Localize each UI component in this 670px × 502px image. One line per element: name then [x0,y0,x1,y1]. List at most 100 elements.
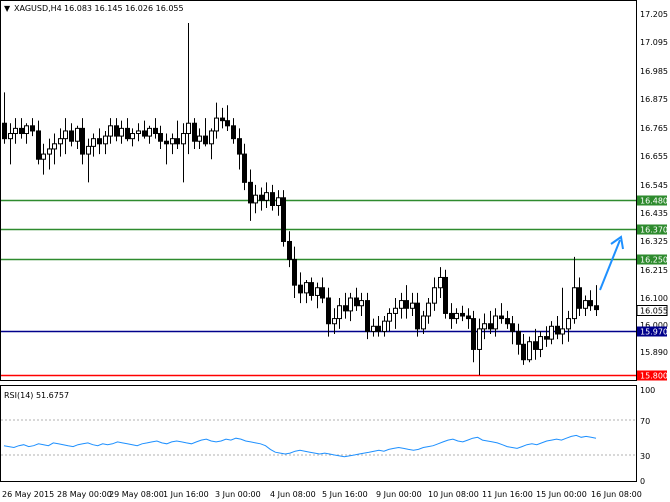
candle [426,298,431,324]
time-axis: 26 May 2015 28 May 00:00 29 May 08:00 1 … [2,490,642,499]
time-tick: 28 May 00:00 [57,490,112,499]
level-tag-label: 16.370 [640,226,668,235]
level-tag [637,254,667,265]
candle [337,298,342,329]
candle [466,308,471,329]
candle [80,118,85,165]
level-tag-label: 15.970 [640,328,668,337]
candle [2,92,7,144]
price-tick: 16.875 [640,95,668,104]
candle [477,318,482,376]
time-tick: 26 May 2015 [2,490,54,499]
candle [505,310,510,329]
candle [225,105,230,131]
candle [52,133,57,165]
candle [119,120,124,144]
rsi-label: RSI(14) 51.6757 [4,391,69,400]
candle [326,287,331,337]
candle [136,123,141,142]
candle [365,292,370,340]
candle [242,143,247,191]
candle [493,308,498,337]
price-tick: 15.890 [640,348,668,357]
candle [19,118,24,139]
candle [415,292,420,337]
candle [63,118,68,155]
level-tag [637,224,667,235]
price-axis: 17.205 17.095 16.985 16.875 16.765 16.65… [640,10,668,357]
candle [594,285,599,317]
candle [577,277,582,317]
candle [538,331,543,358]
candle [555,316,560,340]
candle [237,128,242,170]
candle [572,256,577,324]
candle [153,118,158,139]
main-pane-frame [0,0,637,381]
ohlc-readout: 16.083 16.145 16.026 16.055 [64,4,184,13]
candle [276,190,281,216]
candle [410,292,415,317]
candle [544,326,549,347]
symbol-menu-icon[interactable]: ▼ [4,4,11,13]
candle [209,128,214,160]
candle [315,282,320,309]
candle [158,125,163,149]
level-tag [637,370,667,381]
candle [533,328,538,360]
rsi-tick: 70 [640,417,650,426]
candle [292,246,297,299]
level-tag [637,326,667,337]
candle [125,118,130,142]
price-tick: 17.205 [640,10,668,19]
level-tag-label: 15.800 [640,372,668,381]
candle [47,138,52,170]
candle [521,334,526,365]
candle [320,277,325,304]
forecast-arrow[interactable] [599,235,624,291]
candle [13,118,18,144]
candle [181,123,186,183]
candle [142,120,147,139]
candle [91,133,96,157]
candle [309,277,314,301]
candle [510,316,515,345]
candle [287,231,292,268]
candle [164,133,169,165]
candle [192,118,197,149]
candle [248,169,253,221]
rsi-tick: 0 [640,477,645,486]
candle [583,295,588,317]
level-tag [637,195,667,206]
horizontal-levels [1,199,636,377]
candle [516,323,521,355]
time-tick: 11 Jun 16:00 [482,490,533,499]
candle [359,292,364,317]
price-tick: 16.100 [640,294,668,303]
candle [393,298,398,329]
current-price-tag [636,305,668,316]
rsi-tick: 30 [640,452,650,461]
candle [499,303,504,324]
price-tick: 16.325 [640,237,668,246]
candle [231,118,236,144]
candle [197,128,202,149]
time-tick: 29 May 08:00 [109,490,164,499]
price-tick: 17.095 [640,38,668,47]
rsi-line [3,434,597,458]
candle [270,184,275,211]
price-tick: 16.655 [640,152,668,161]
candle [382,316,387,337]
candles-group [2,22,599,376]
price-tick: 16.985 [640,67,668,76]
candle [460,305,465,322]
candle [348,292,353,322]
price-tick: 16.545 [640,181,668,190]
candle [86,138,91,183]
candle [332,308,337,335]
candle [454,308,459,324]
time-tick: 1 Jun 16:00 [163,490,209,499]
candle [387,308,392,332]
candle [343,292,348,319]
